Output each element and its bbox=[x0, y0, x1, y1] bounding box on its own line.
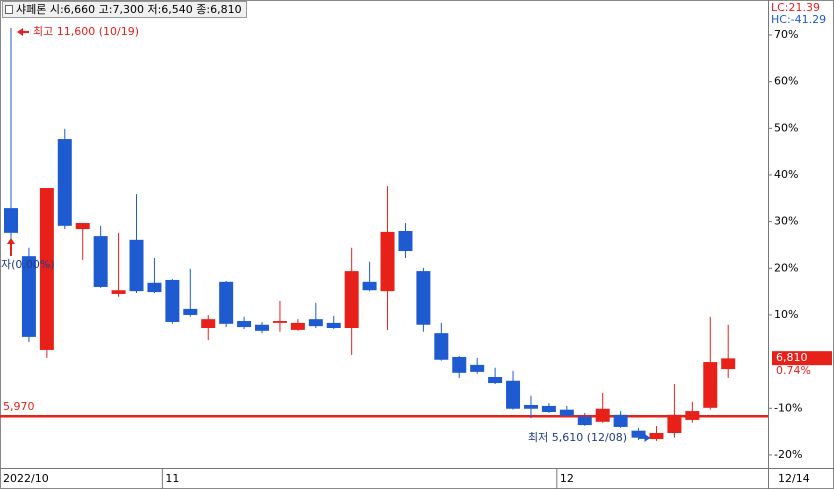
arrow bbox=[638, 433, 651, 442]
candle-body bbox=[523, 405, 538, 409]
candle-body bbox=[703, 362, 718, 408]
candle-body bbox=[470, 364, 485, 372]
candle-body bbox=[21, 256, 36, 337]
candle-body bbox=[308, 319, 323, 327]
candle-body bbox=[398, 230, 413, 252]
candle-body bbox=[721, 358, 736, 370]
last-change-label: 0.74% bbox=[776, 364, 811, 377]
candle-body bbox=[380, 231, 395, 292]
candle-body bbox=[165, 279, 180, 322]
candle-body bbox=[147, 282, 162, 293]
candle-body bbox=[75, 223, 90, 230]
y-tick-label: 60% bbox=[774, 75, 798, 88]
last-price-label: 6,810 bbox=[776, 351, 808, 364]
candle-body bbox=[237, 321, 252, 328]
candle-body bbox=[255, 324, 270, 331]
candle-body bbox=[201, 319, 216, 329]
title-icon bbox=[5, 5, 13, 14]
x-tick-label: 2022/10 bbox=[3, 472, 49, 485]
candle-body bbox=[362, 281, 377, 291]
candle-body bbox=[344, 271, 359, 329]
candle-body bbox=[506, 380, 521, 409]
candle-body bbox=[488, 377, 503, 384]
title-box bbox=[2, 1, 247, 18]
candle-body bbox=[111, 290, 126, 294]
lc-label: LC:21.39 bbox=[771, 1, 820, 14]
y-tick-label: 30% bbox=[774, 215, 798, 228]
y-tick-label: 20% bbox=[774, 261, 798, 274]
base-annotation: 자(0.00%) bbox=[1, 258, 55, 271]
y-tick-label: 40% bbox=[774, 168, 798, 181]
candle-body bbox=[4, 208, 18, 233]
y-tick-label: 70% bbox=[774, 28, 798, 41]
y-tick-label: -10% bbox=[774, 401, 802, 414]
candle-body bbox=[631, 430, 646, 438]
y-tick-label: -20% bbox=[774, 448, 802, 461]
hc-label: HC:-41.29 bbox=[771, 13, 826, 26]
low-annotation: 최저 5,610 (12/08) bbox=[528, 431, 627, 444]
y-tick-label: 10% bbox=[774, 308, 798, 321]
candle-body bbox=[649, 433, 664, 440]
last-price-marker bbox=[772, 351, 832, 366]
candle-body bbox=[667, 414, 682, 434]
candle-body bbox=[541, 405, 556, 413]
candle-body bbox=[613, 414, 628, 427]
candle-body bbox=[129, 239, 144, 292]
candle-body bbox=[93, 236, 108, 287]
level-label: 5,970 bbox=[3, 400, 35, 413]
candle-body bbox=[452, 356, 467, 373]
last-date: 12/14 bbox=[778, 472, 810, 485]
arrow bbox=[7, 238, 15, 256]
x-tick-label: 12 bbox=[560, 472, 574, 485]
candle-body bbox=[559, 409, 574, 416]
candle-body bbox=[577, 416, 592, 426]
candle-body bbox=[219, 281, 234, 324]
chart-title: 샤페론 시:6,660 고:7,300 저:6,540 종:6,810 bbox=[16, 3, 242, 16]
high-annotation: 최고 11,600 (10/19) bbox=[33, 25, 139, 38]
candle-body bbox=[272, 321, 287, 323]
x-tick-label: 11 bbox=[165, 472, 179, 485]
y-tick-label: 50% bbox=[774, 121, 798, 134]
candle-body bbox=[416, 271, 431, 325]
candle-body bbox=[685, 411, 700, 420]
candle-body bbox=[290, 322, 305, 330]
candle-body bbox=[39, 188, 54, 350]
candle-body bbox=[57, 139, 72, 226]
arrow bbox=[17, 27, 29, 36]
candle-body bbox=[595, 408, 610, 422]
candle-body bbox=[434, 333, 449, 360]
candle-body bbox=[326, 322, 341, 329]
candle-body bbox=[183, 308, 198, 315]
